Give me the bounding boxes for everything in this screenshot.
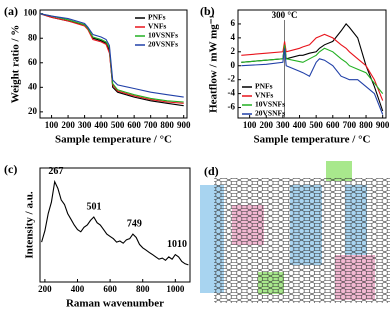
- x-tick-label: 200: [38, 284, 52, 294]
- data-line: [241, 44, 384, 94]
- x-tick-label: 500: [111, 120, 125, 130]
- y-tick-label: 60: [28, 57, 38, 67]
- y-tick-label: -4: [228, 88, 236, 98]
- data-line: [39, 13, 184, 98]
- panel-label: (c): [4, 162, 17, 176]
- x-tick-label: 800: [136, 284, 150, 294]
- scheme: (d): [200, 161, 390, 303]
- y-tick-label: 6: [231, 18, 236, 28]
- y-tick-label: 20: [28, 106, 38, 116]
- x-tick-label: 400: [293, 120, 307, 130]
- x-axis-title: Sample temperature / °C: [254, 134, 371, 146]
- x-tick-label: 300: [78, 120, 92, 130]
- peak-label: 267: [48, 166, 63, 177]
- y-tick-label: 80: [28, 32, 38, 42]
- legend-label: 20VSNFs: [255, 109, 285, 118]
- legend-label: 20VSNFs: [148, 40, 178, 49]
- peak-label: 749: [127, 218, 142, 229]
- panel-label: (b): [200, 4, 215, 18]
- x-tick-label: 1000: [166, 284, 185, 294]
- x-axis-title: Sample temperature / °C: [55, 134, 172, 146]
- x-tick-label: 900: [177, 120, 191, 130]
- y-tick-label: -2: [228, 74, 236, 84]
- x-tick-label: 600: [103, 284, 117, 294]
- x-tick-label: 100: [45, 120, 59, 130]
- x-tick-label: 800: [160, 120, 174, 130]
- annotation: 300 °C: [272, 10, 298, 20]
- data-line: [39, 13, 184, 103]
- x-tick-label: 900: [376, 120, 390, 130]
- y-tick-label: 0: [231, 60, 236, 70]
- y-tick-label: 4: [231, 32, 236, 42]
- y-axis-title: Weight ratio / %: [10, 25, 22, 104]
- plot-frame: [39, 167, 191, 283]
- legend-label: 10VSNFs: [255, 100, 285, 109]
- data-line: [41, 179, 189, 266]
- x-tick-label: 100: [243, 120, 257, 130]
- y-axis-title: Intensity / a.u.: [24, 191, 36, 258]
- x-tick-label: 600: [326, 120, 340, 130]
- plot-frame: [237, 9, 387, 119]
- x-tick-label: 300: [276, 120, 290, 130]
- data-line: [241, 33, 384, 101]
- data-line: [39, 13, 184, 104]
- peak-label: 501: [86, 201, 101, 212]
- panel-label: (a): [4, 4, 18, 18]
- x-tick-label: 400: [94, 120, 108, 130]
- y-tick-label: 40: [28, 81, 38, 91]
- graphene-lattice: [214, 178, 390, 303]
- legend-label: PNFs: [148, 13, 166, 22]
- y-tick-label: 100: [24, 8, 38, 18]
- x-tick-label: 400: [71, 284, 85, 294]
- peak-label: 1010: [167, 239, 187, 250]
- x-tick-label: 500: [309, 120, 323, 130]
- highlight-green: [326, 161, 352, 181]
- legend-label: VNFs: [148, 22, 166, 31]
- x-tick-label: 700: [144, 120, 158, 130]
- legend-label: PNFs: [255, 82, 273, 91]
- x-axis-title: Raman wavenumber: [66, 298, 164, 310]
- data-line: [241, 48, 384, 115]
- x-tick-label: 800: [359, 120, 373, 130]
- x-tick-label: 600: [127, 120, 141, 130]
- legend-label: VNFs: [255, 91, 273, 100]
- plot-frame: [39, 9, 188, 119]
- x-tick-label: 200: [260, 120, 274, 130]
- panel-label: (d): [204, 164, 219, 178]
- y-tick-label: 2: [231, 46, 236, 56]
- legend-label: 10VSNFs: [148, 31, 178, 40]
- x-tick-label: 200: [61, 120, 75, 130]
- y-tick-label: -6: [228, 102, 236, 112]
- x-tick-label: 700: [343, 120, 357, 130]
- y-axis-title: Heatflow / mW mg⁻¹: [208, 15, 220, 113]
